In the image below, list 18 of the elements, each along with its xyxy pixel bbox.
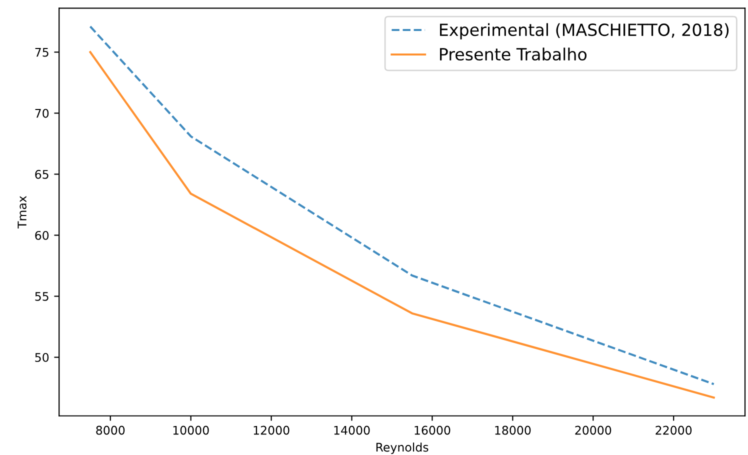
y-tick-label: 75 [35,48,48,57]
legend-label: Presente Trabalho [440,48,587,61]
x-tick-label: 14000 [334,426,370,435]
x-tick-label: 16000 [414,426,450,435]
x-tick-label: 8000 [96,426,125,435]
y-tick-label: 70 [35,108,49,118]
y-tick-label: 55 [35,292,48,301]
x-axis-title: Reynolds [376,442,428,454]
y-tick-label: 50 [35,353,49,362]
x-tick-label: 18000 [495,426,531,435]
y-tick-label: 65 [35,170,48,179]
x-tick-label: 10000 [173,426,209,435]
legend-label: Experimental (MASCHIETTO, 2018) [440,23,729,40]
y-axis-title: Tmax [18,196,27,229]
x-tick-label: 12000 [254,426,290,435]
x-tick-label: 20000 [575,426,612,435]
y-tick-label: 60 [35,230,49,240]
x-tick-label: 22000 [656,426,692,435]
